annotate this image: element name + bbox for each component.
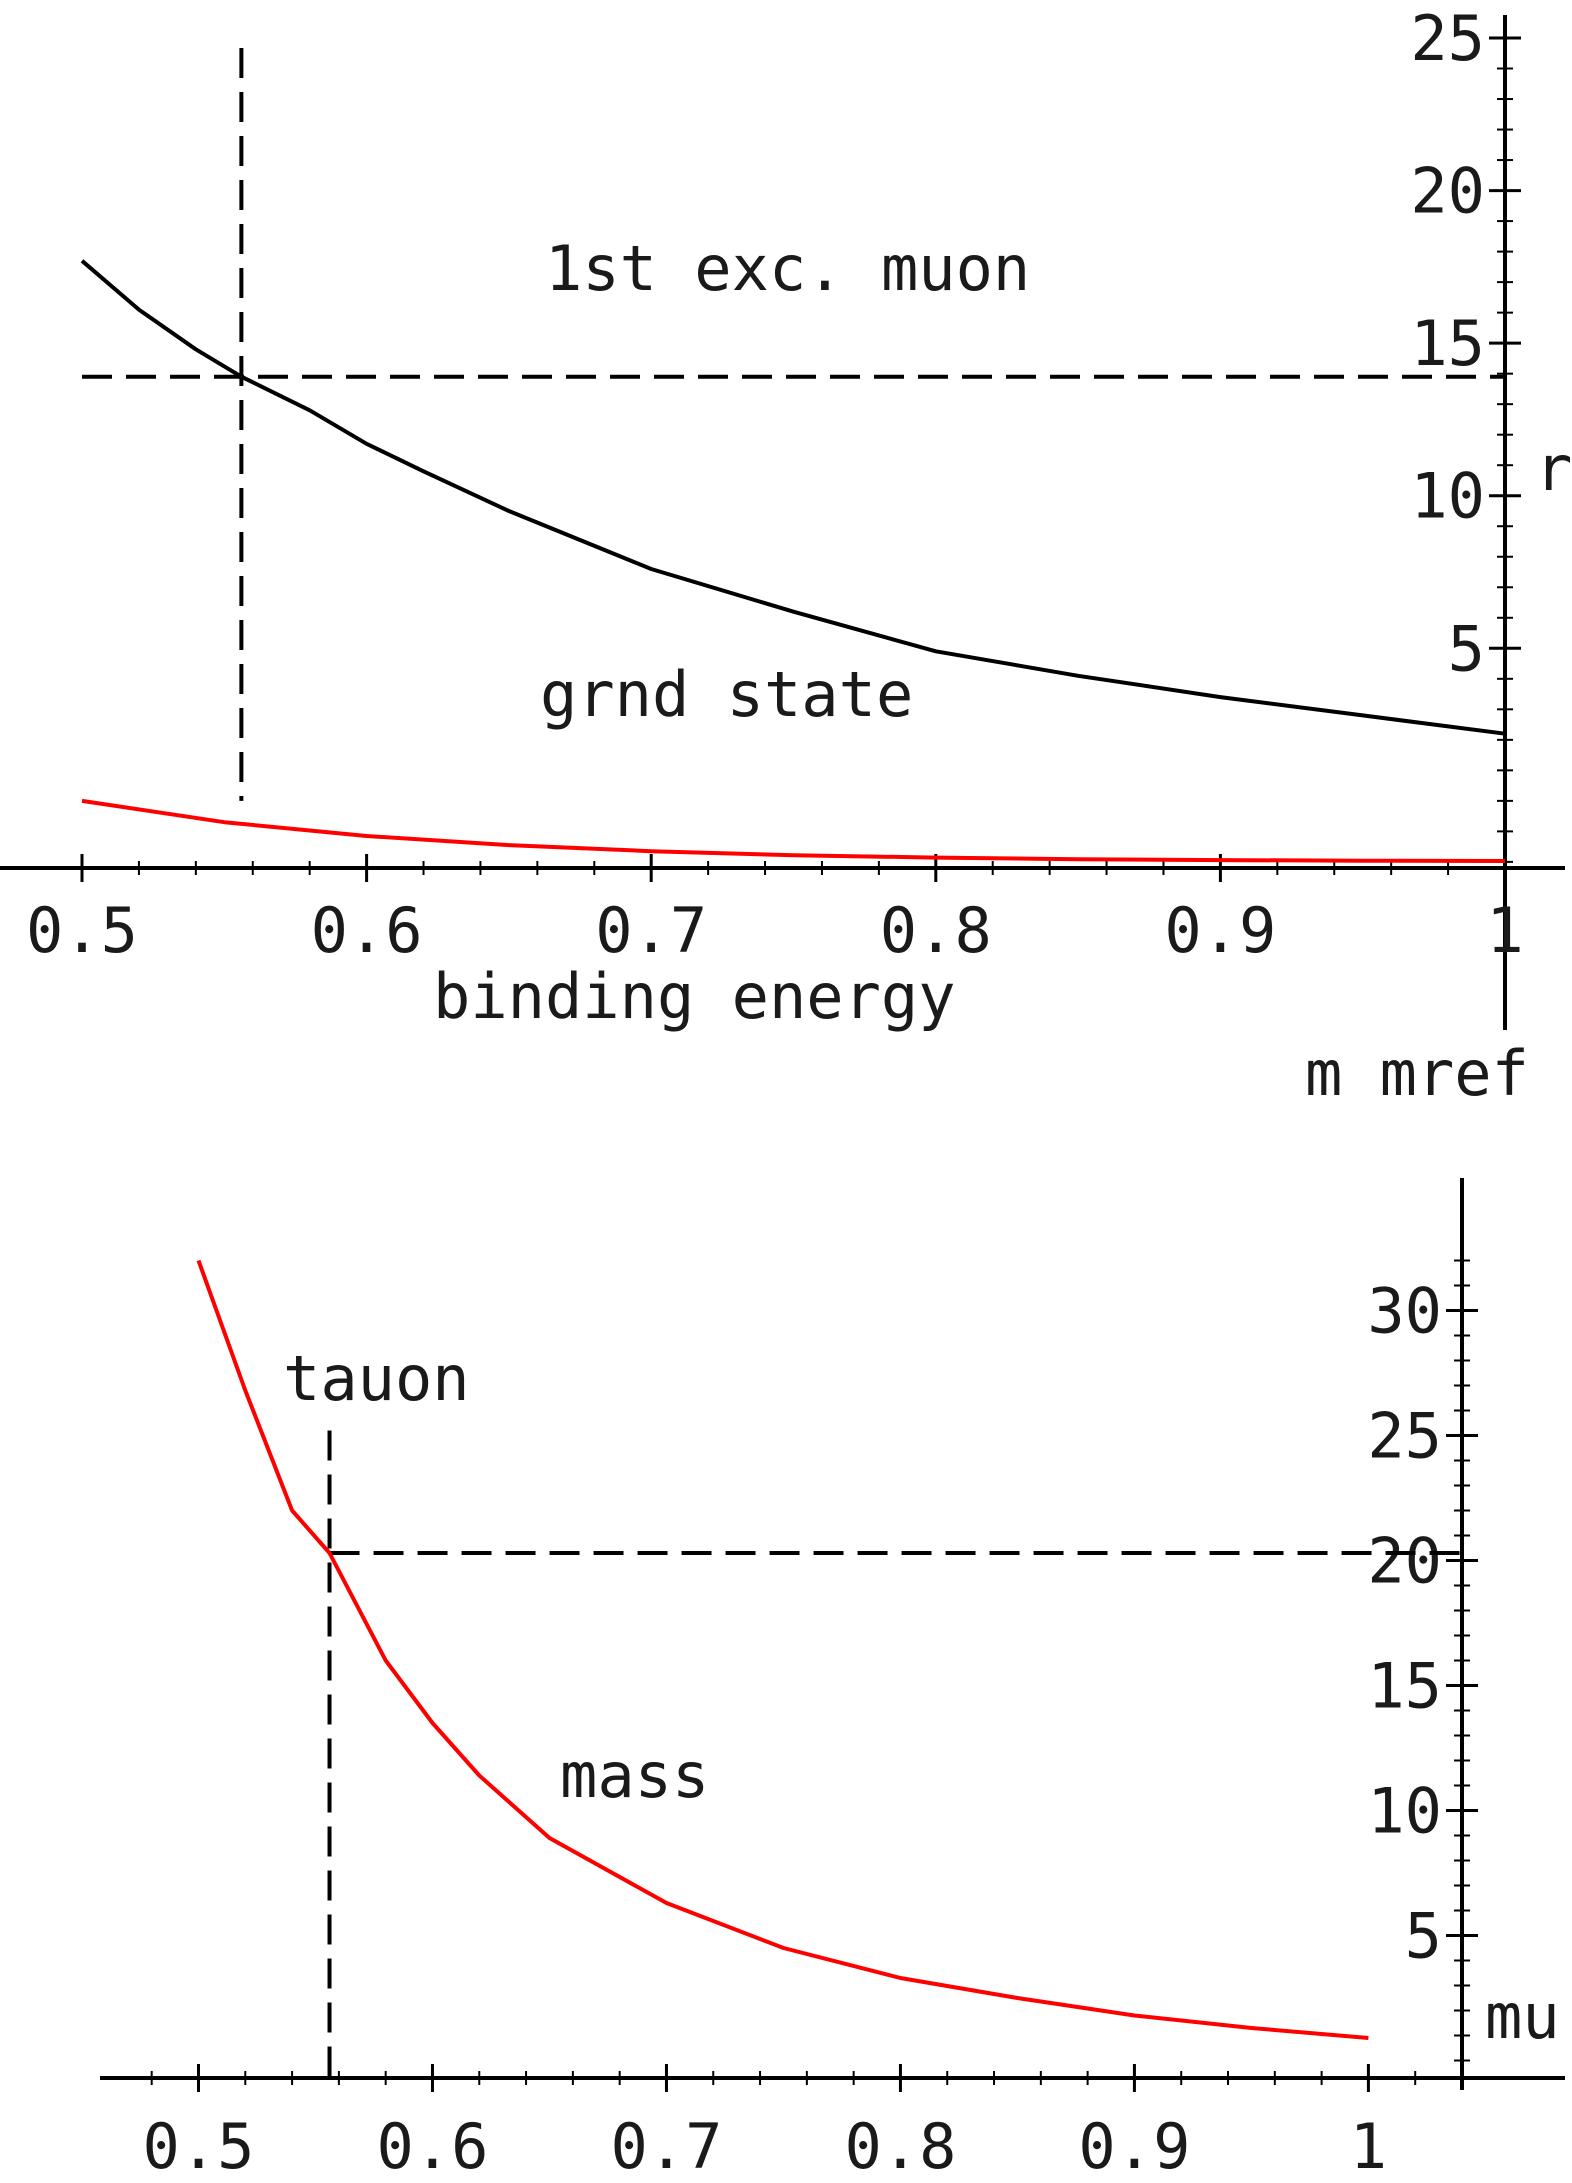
top-chart-x-ticks: 0.5 0.6 0.7 0.8 0.9 1 — [26, 854, 1524, 967]
y-tick-label: 25 — [1367, 1400, 1442, 1473]
bottom-chart-reference-lines — [327, 1430, 1462, 2078]
y-tick-label: 5 — [1448, 612, 1485, 685]
top-chart-annotation-ground: grnd state — [540, 658, 913, 731]
series-line-2 — [81, 798, 1506, 863]
y-tick-label: 15 — [1367, 1650, 1442, 1723]
x-tick-label: 0.8 — [880, 894, 992, 967]
x-tick-label: 0.5 — [26, 894, 138, 967]
series-line-1 — [196, 1259, 1369, 2040]
x-tick-label: 0.7 — [595, 894, 707, 967]
y-tick-label: 15 — [1410, 307, 1485, 380]
x-tick-label: 1 — [1486, 894, 1523, 967]
bottom-chart-y-axis-label: mu — [1485, 1980, 1560, 2053]
top-chart-annotation-binding: binding energy — [433, 960, 956, 1033]
x-tick-label: 0.9 — [1164, 894, 1276, 967]
top-chart-y-ticks: 5 10 15 20 25 — [1410, 2, 1521, 863]
y-tick-label: 20 — [1410, 155, 1485, 228]
y-tick-label: 20 — [1367, 1525, 1442, 1598]
bottom-chart-annotation-tauon: tauon — [283, 1342, 470, 1415]
x-tick-label: 1 — [1350, 2110, 1387, 2183]
bottom-chart-series — [196, 1259, 1369, 2040]
bottom-chart-y-ticks: 5 10 15 20 25 30 — [1367, 1259, 1478, 2062]
y-tick-label: 5 — [1405, 1900, 1442, 1973]
top-chart-y-axis-label: r — [1535, 432, 1572, 505]
x-tick-label: 0.6 — [311, 894, 423, 967]
x-tick-label: 0.6 — [376, 2110, 488, 2183]
bottom-chart-annotation-mass: mass — [560, 1739, 709, 1812]
top-chart-x-axis-label: m mref — [1305, 1037, 1529, 1110]
y-tick-label: 10 — [1367, 1775, 1442, 1848]
bottom-chart-x-ticks: 0.5 0.6 0.7 0.8 0.9 1 — [143, 2064, 1463, 2183]
top-chart-annotation-excited: 1st exc. muon — [545, 232, 1030, 305]
top-chart-reference-lines — [82, 48, 1505, 801]
x-tick-label: 0.8 — [844, 2110, 956, 2183]
y-tick-label: 25 — [1410, 2, 1485, 75]
series-line-1 — [80, 259, 1506, 736]
top-chart-series — [80, 259, 1506, 863]
top-chart: 0.5 0.6 0.7 0.8 0.9 1 5 10 15 20 25 1st exc. muon… — [0, 2, 1572, 1110]
y-tick-label: 30 — [1367, 1275, 1442, 1348]
x-tick-label: 0.5 — [143, 2110, 255, 2183]
x-tick-label: 0.7 — [610, 2110, 722, 2183]
x-tick-label: 0.9 — [1078, 2110, 1190, 2183]
y-tick-label: 10 — [1410, 460, 1485, 533]
